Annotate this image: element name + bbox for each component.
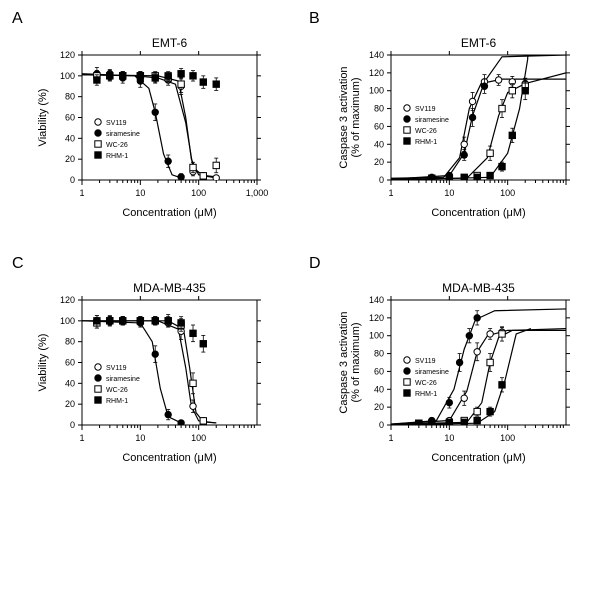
svg-text:RHM-1: RHM-1	[106, 398, 128, 405]
svg-text:140: 140	[369, 295, 384, 305]
svg-text:Caspase 3 activation: Caspase 3 activation	[338, 311, 350, 413]
panel-C: C MDA-MB-435020406080100120110100Viabili…	[10, 255, 297, 480]
svg-text:SV119: SV119	[415, 358, 436, 365]
svg-text:20: 20	[65, 154, 75, 164]
chart-D: MDA-MB-435 0 20 40 60 80 100 120 140 1 10 100 Caspas…	[317, 275, 594, 480]
svg-text:80: 80	[374, 349, 384, 359]
panel-B: B EMT-6 0 20 40 60 80 100 120 140 1 10 100 Caspase 3…	[307, 10, 594, 235]
svg-text:SV119: SV119	[106, 120, 127, 127]
svg-text:siramesine: siramesine	[415, 369, 449, 376]
svg-text:0: 0	[70, 175, 75, 185]
svg-text:siramesine: siramesine	[106, 131, 140, 138]
svg-text:RHM-1: RHM-1	[106, 153, 128, 160]
panel-label-D: D	[309, 255, 321, 273]
panel-label-B: B	[309, 10, 320, 28]
svg-text:Caspase 3 activation: Caspase 3 activation	[338, 66, 350, 168]
svg-text:60: 60	[65, 113, 75, 123]
svg-text:40: 40	[374, 139, 384, 149]
svg-text:0: 0	[379, 175, 384, 185]
svg-text:Concentration (μM): Concentration (μM)	[431, 207, 525, 219]
svg-text:60: 60	[374, 121, 384, 131]
svg-text:100: 100	[60, 71, 75, 81]
svg-text:60: 60	[374, 366, 384, 376]
svg-text:(% of maximum): (% of maximum)	[350, 77, 362, 157]
svg-text:100: 100	[60, 316, 75, 326]
svg-text:(% of maximum): (% of maximum)	[350, 322, 362, 402]
svg-text:Viability (%): Viability (%)	[37, 89, 49, 147]
svg-text:40: 40	[65, 133, 75, 143]
figure-grid: A EMT-60204060801001201101001,000Viabili…	[10, 10, 594, 480]
svg-text:WC-26: WC-26	[106, 387, 128, 394]
svg-text:40: 40	[374, 384, 384, 394]
svg-text:SV119: SV119	[106, 365, 127, 372]
svg-text:siramesine: siramesine	[106, 376, 140, 383]
svg-text:20: 20	[374, 157, 384, 167]
svg-text:140: 140	[369, 50, 384, 60]
svg-text:100: 100	[500, 188, 515, 198]
chart-A: EMT-60204060801001201101001,000Viability…	[20, 30, 297, 225]
svg-text:Viability (%): Viability (%)	[37, 334, 49, 392]
svg-text:1,000: 1,000	[246, 188, 269, 198]
svg-text:120: 120	[60, 295, 75, 305]
svg-text:siramesine: siramesine	[415, 117, 449, 124]
svg-text:1: 1	[79, 188, 84, 198]
svg-text:Concentration (μM): Concentration (μM)	[431, 452, 525, 464]
svg-text:100: 100	[191, 433, 206, 443]
chart-B: EMT-6 0 20 40 60 80 100 120 140 1 10 100 Caspase 3 a…	[317, 30, 594, 225]
svg-text:100: 100	[500, 433, 515, 443]
svg-text:20: 20	[374, 402, 384, 412]
svg-text:40: 40	[65, 378, 75, 388]
svg-text:20: 20	[65, 399, 75, 409]
svg-text:10: 10	[444, 433, 454, 443]
svg-text:10: 10	[444, 188, 454, 198]
svg-text:WC-26: WC-26	[415, 380, 437, 387]
svg-text:Concentration (μM): Concentration (μM)	[122, 452, 216, 464]
svg-text:RHM-1: RHM-1	[415, 391, 437, 398]
svg-text:MDA-MB-435: MDA-MB-435	[442, 281, 515, 295]
svg-text:80: 80	[374, 104, 384, 114]
svg-text:EMT-6: EMT-6	[461, 36, 497, 50]
svg-text:RHM-1: RHM-1	[415, 139, 437, 146]
chart-C: MDA-MB-435020406080100120110100Viability…	[20, 275, 297, 480]
svg-text:80: 80	[65, 337, 75, 347]
svg-text:120: 120	[369, 313, 384, 323]
svg-text:1: 1	[79, 433, 84, 443]
svg-text:1: 1	[388, 433, 393, 443]
svg-text:80: 80	[65, 92, 75, 102]
svg-text:0: 0	[70, 420, 75, 430]
svg-text:SV119: SV119	[415, 106, 436, 113]
svg-text:120: 120	[369, 68, 384, 78]
svg-text:100: 100	[369, 86, 384, 96]
panel-label-A: A	[12, 10, 23, 28]
svg-text:EMT-6: EMT-6	[152, 36, 188, 50]
svg-text:100: 100	[369, 331, 384, 341]
panel-A: A EMT-60204060801001201101001,000Viabili…	[10, 10, 297, 235]
svg-text:MDA-MB-435: MDA-MB-435	[133, 281, 206, 295]
svg-text:Concentration (μM): Concentration (μM)	[122, 207, 216, 219]
panel-D: D MDA-MB-435 0 20 40 60 80 100 120 140 1 10 100 Casp…	[307, 255, 594, 480]
svg-text:10: 10	[135, 188, 145, 198]
svg-text:10: 10	[135, 433, 145, 443]
svg-text:120: 120	[60, 50, 75, 60]
svg-text:1: 1	[388, 188, 393, 198]
svg-text:WC-26: WC-26	[106, 142, 128, 149]
svg-text:100: 100	[191, 188, 206, 198]
svg-text:WC-26: WC-26	[415, 128, 437, 135]
panel-label-C: C	[12, 255, 24, 273]
svg-text:60: 60	[65, 358, 75, 368]
svg-text:0: 0	[379, 420, 384, 430]
